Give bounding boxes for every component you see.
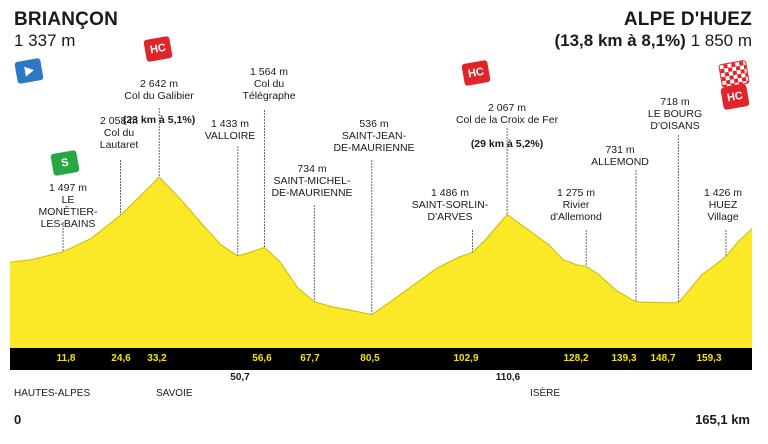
label-allemond: 731 m ALLEMOND <box>591 144 649 168</box>
label-croix-de-fer-climb: (29 km à 5,2%) <box>470 138 544 150</box>
km-148-7: 148,7 <box>650 353 676 364</box>
label-rivier: 1 275 m Rivier d'Allemond <box>550 187 602 223</box>
label-galibier-climb: (23 km à 5,1%) <box>122 114 196 126</box>
profile-area <box>10 177 752 348</box>
label-saint-michel: 734 m SAINT-MICHEL- DE-MAURIENNE <box>271 163 353 199</box>
label-croix-de-fer-name: 2 067 m Col de la Croix de Fer <box>455 102 559 126</box>
label-saint-jean: 536 m SAINT-JEAN- DE-MAURIENNE <box>333 118 415 154</box>
dept-isere: ISÈRE <box>530 388 561 399</box>
label-huez: 1 426 m HUEZ Village <box>704 187 742 223</box>
label-monetier: 1 497 m LE MONÊTIER- LES-BAINS <box>38 182 98 230</box>
km-159-3: 159,3 <box>696 353 722 364</box>
label-valloire: 1 433 m VALLOIRE <box>204 118 256 142</box>
km-band <box>10 348 752 370</box>
label-saint-sorlin: 1 486 m SAINT-SORLIN- D'ARVES <box>411 187 489 223</box>
finish-town: ALPE D'HUEZ <box>623 9 752 30</box>
dept-hautes-alpes: HAUTES-ALPES <box>14 388 91 399</box>
label-lautaret: 2 058 m Col du Lautaret <box>99 115 139 151</box>
km-67-7: 67,7 <box>300 353 320 364</box>
start-distance: 0 <box>14 412 22 427</box>
total-distance: 165,1 km <box>695 412 750 427</box>
label-telegraphe: 1 564 m Col du Télégraphe <box>242 66 296 102</box>
km-139-3: 139,3 <box>611 353 637 364</box>
start-town: BRIANÇON <box>14 9 118 30</box>
label-galibier-name: 2 642 m Col du Galibier <box>124 78 194 102</box>
finish-info: (13,8 km à 8,1%) 1 850 m <box>554 32 752 50</box>
km-80-5: 80,5 <box>360 353 380 364</box>
label-bourg-doisans: 718 m LE BOURG D'OISANS <box>647 96 703 132</box>
start-altitude: 1 337 m <box>14 31 76 50</box>
start-flag-icon <box>14 57 44 85</box>
label-croix-de-fer: 2 067 m Col de la Croix de Fer (29 km à … <box>412 90 602 150</box>
dept-savoie: SAVOIE <box>156 388 193 399</box>
km-110-6: 110,6 <box>495 372 521 383</box>
km-50-7: 50,7 <box>230 372 250 383</box>
km-24-6: 24,6 <box>111 353 131 364</box>
profile-line <box>9 176 753 316</box>
km-33-2: 33,2 <box>147 353 167 364</box>
km-56-6: 56,6 <box>252 353 272 364</box>
finish-altitude: 1 850 m <box>690 31 752 50</box>
label-galibier: 2 642 m Col du Galibier (23 km à 5,1%) <box>96 66 222 126</box>
km-128-2: 128,2 <box>563 353 589 364</box>
finish-climb: (13,8 km à 8,1%) <box>554 31 686 50</box>
km-11-8: 11,8 <box>56 353 76 364</box>
km-102-9: 102,9 <box>453 353 479 364</box>
